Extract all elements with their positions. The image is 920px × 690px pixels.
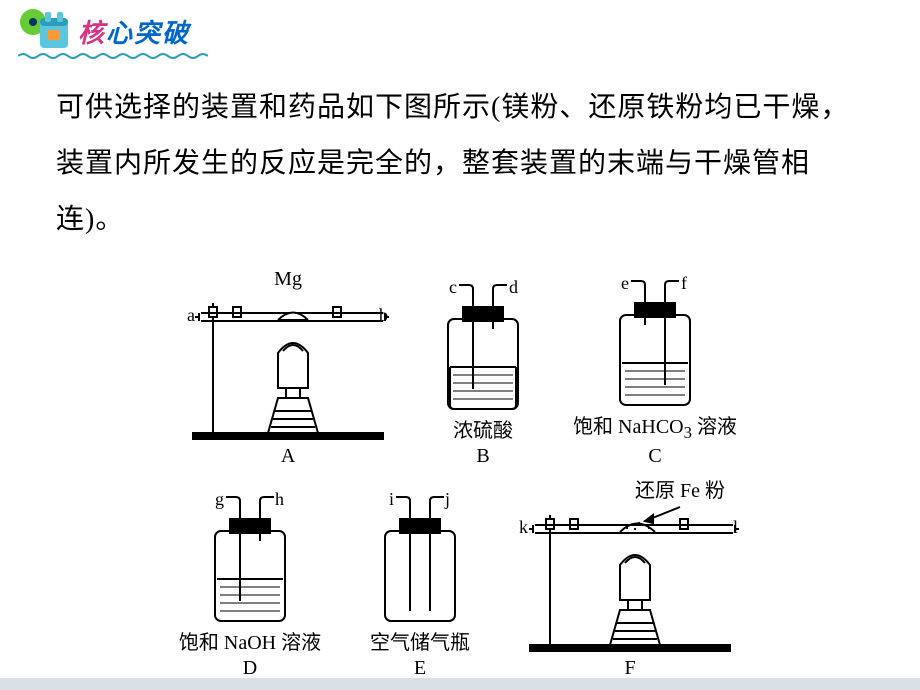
figure-E-label: E bbox=[414, 657, 426, 680]
port-l: l bbox=[733, 517, 738, 537]
figure-F-top-label: 还原 Fe 粉 bbox=[525, 474, 735, 503]
port-c: c bbox=[449, 279, 457, 297]
apparatus-A-svg: a b bbox=[183, 293, 393, 443]
figure-A-label: A bbox=[281, 445, 295, 468]
port-b: b bbox=[379, 305, 388, 325]
port-h: h bbox=[275, 491, 284, 509]
title-char-3: 突 bbox=[134, 19, 162, 48]
port-g: g bbox=[215, 491, 224, 509]
title-char-4: 破 bbox=[162, 19, 190, 48]
figure-B-label: B bbox=[476, 445, 489, 468]
cd-bag-icon bbox=[18, 8, 74, 54]
figure-D-label: D bbox=[243, 657, 257, 680]
apparatus-B-svg: c d bbox=[423, 279, 543, 414]
apparatus-C-svg: e f bbox=[595, 275, 715, 410]
figure-F-label: F bbox=[624, 657, 635, 680]
title-char-1: 核 bbox=[78, 19, 106, 48]
figure-D-sub: 饱和 NaOH 溶液 bbox=[179, 626, 321, 655]
port-e: e bbox=[621, 275, 629, 293]
port-k: k bbox=[519, 517, 528, 537]
figure-C-label: C bbox=[648, 445, 661, 468]
apparatus-D-svg: g h bbox=[175, 491, 325, 626]
port-i: i bbox=[389, 491, 394, 509]
header-badge: 核心突破 bbox=[18, 8, 190, 54]
apparatus-E-svg: i j bbox=[355, 491, 485, 626]
figure-B: c d 浓硫酸 B bbox=[423, 279, 543, 468]
apparatus-F-svg: k l bbox=[515, 505, 745, 655]
port-f: f bbox=[681, 275, 687, 293]
figure-A: Mg bbox=[183, 268, 393, 468]
figure-B-sub: 浓硫酸 bbox=[453, 414, 513, 443]
title-char-2: 心 bbox=[106, 19, 134, 48]
figure-F: 还原 Fe 粉 bbox=[515, 474, 745, 680]
figure-A-top-label: Mg bbox=[274, 268, 302, 291]
figure-row-2: g h 饱和 NaOH 溶液 D i j 空气储气瓶 bbox=[175, 474, 745, 680]
port-j: j bbox=[444, 491, 450, 509]
figure-D: g h 饱和 NaOH 溶液 D bbox=[175, 491, 325, 680]
figure-C: e f 饱和 NaHCO3 溶液 C bbox=[573, 275, 737, 468]
bottom-border bbox=[0, 678, 920, 690]
port-d: d bbox=[509, 279, 518, 297]
body-paragraph: 可供选择的装置和药品如下图所示(镁粉、还原铁粉均已干燥，装置内所发生的反应是完全… bbox=[56, 80, 864, 248]
figure-E: i j 空气储气瓶 E bbox=[355, 491, 485, 680]
figure-C-sub: 饱和 NaHCO3 溶液 bbox=[573, 410, 737, 443]
figures-area: Mg bbox=[0, 268, 920, 686]
figure-E-sub: 空气储气瓶 bbox=[370, 626, 470, 655]
port-a: a bbox=[187, 305, 195, 325]
figure-row-1: Mg bbox=[183, 268, 737, 468]
header-title: 核心突破 bbox=[78, 13, 190, 50]
wavy-underline bbox=[18, 52, 208, 60]
